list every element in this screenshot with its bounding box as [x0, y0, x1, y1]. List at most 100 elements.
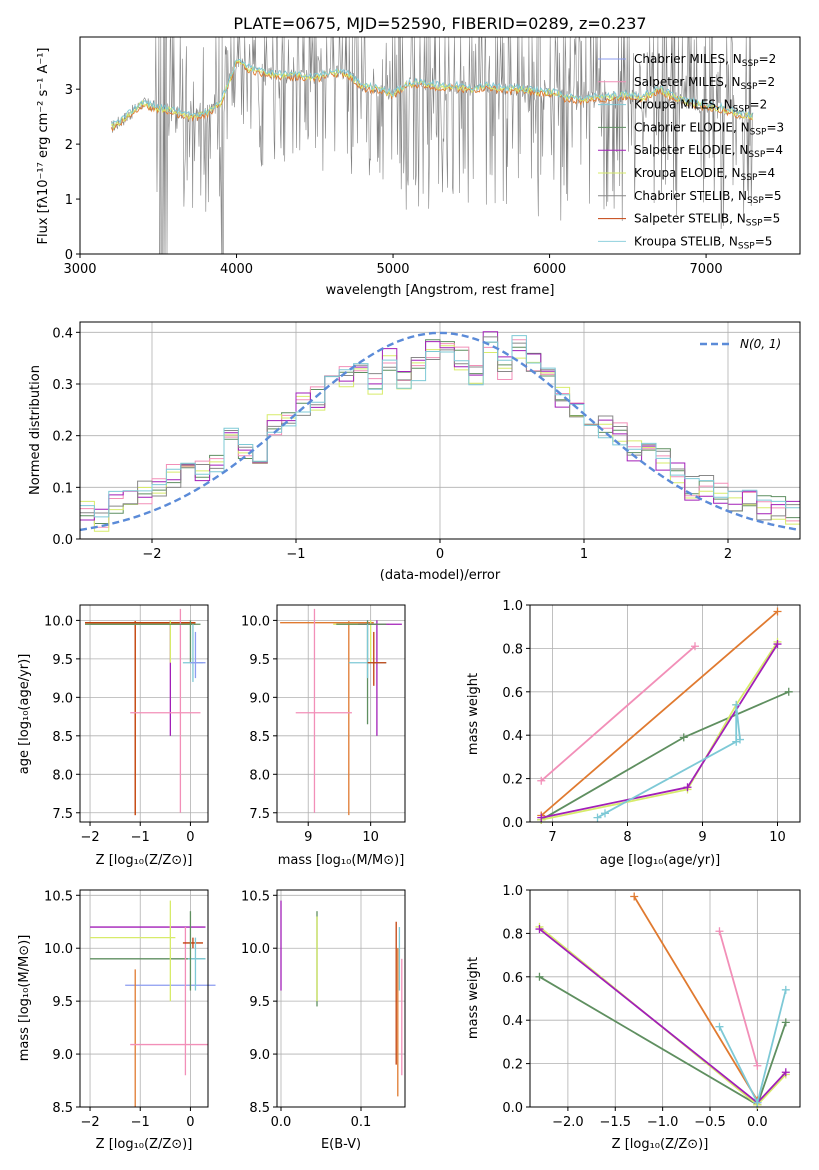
y-tick-label: 0.4: [502, 729, 523, 744]
y-tick-label: 1.0: [502, 884, 523, 899]
weight-line: [718, 930, 759, 1067]
y-tick-label: 0.4: [52, 326, 73, 341]
legend-entry: Chabrier MILES, NSSP=2: [634, 52, 776, 69]
normal-curve: [79, 331, 801, 532]
x-tick-label: −1: [131, 1115, 150, 1130]
x-tick-label: −1: [286, 547, 305, 562]
weight-age-ylabel: mass weight: [466, 673, 481, 755]
y-tick-label: 9.0: [249, 691, 270, 706]
observed-spectrum: [111, 35, 754, 255]
y-tick-label: 0.8: [502, 642, 523, 657]
y-tick-label: 0.3: [52, 378, 73, 393]
weight-age-xlabel: age [log₁₀(age/yr)]: [600, 853, 721, 868]
y-tick-label: 1.0: [502, 599, 523, 614]
y-tick-label: 8.5: [249, 1101, 270, 1116]
data-point: [715, 927, 724, 936]
x-tick-label: −0.5: [694, 1115, 726, 1130]
spectrum-ylabel: Flux [fλ10⁻¹⁷ erg cm⁻² s⁻¹ A⁻¹]: [36, 48, 51, 245]
x-tick-label: 6000: [533, 262, 566, 277]
age-vs-mass-plot: 9 10 7.5 8.0 8.5 9.0 9.5 10.0: [241, 605, 405, 845]
y-tick-label: 0: [65, 248, 73, 263]
mass-z-ylabel: mass [log₁₀(M/M⊙)]: [17, 935, 32, 1062]
y-tick-label: 0.0: [502, 1101, 523, 1116]
y-tick-label: 9.5: [249, 995, 270, 1010]
legend-entry: Chabrier ELODIE, NSSP=3: [634, 120, 784, 137]
data-point: [630, 892, 639, 901]
age-z-frame: [79, 604, 209, 823]
data-point: [715, 1022, 724, 1031]
data-point: [537, 813, 546, 822]
x-tick-label: 7: [548, 830, 556, 845]
x-tick-label: 8: [623, 830, 631, 845]
mass-ebv-frame: [276, 889, 406, 1108]
x-tick-label: 2: [724, 547, 732, 562]
data-point: [736, 735, 744, 744]
y-tick-label: 9.0: [249, 1048, 270, 1063]
mass-z-xlabel: Z [log₁₀(Z/Z⊙)]: [96, 1137, 193, 1152]
y-tick-label: 0.2: [52, 430, 73, 445]
y-tick-label: 0.2: [502, 773, 523, 788]
mass-vs-metallicity-plot: −2 −1 0 8.5 9.0 9.5 10.0 10.5: [44, 889, 216, 1130]
y-tick-label: 3: [65, 83, 73, 98]
x-tick-label: 0.1: [351, 1115, 372, 1130]
legend-entry: N(0, 1): [740, 337, 781, 351]
data-point: [753, 1098, 762, 1107]
x-tick-label: 3000: [63, 262, 96, 277]
legend-entry: Kroupa STELIB, NSSP=5: [634, 234, 772, 251]
y-tick-label: 0.6: [502, 686, 523, 701]
y-tick-label: 0.2: [502, 1058, 523, 1073]
y-tick-label: 0.0: [52, 533, 73, 548]
x-tick-label: 9: [698, 830, 706, 845]
legend-entry: Salpeter MILES, NSSP=2: [634, 75, 775, 92]
y-tick-label: 10.0: [241, 614, 270, 629]
spectrum-frame: [79, 36, 801, 255]
weight-vs-metallicity-plot: −2.0 −1.5 −1.0 −0.5 0.0 0.0 0.2 0.4 0.6 0.8 1.0: [502, 884, 800, 1130]
data-point: [753, 1061, 762, 1070]
y-tick-label: 0.1: [52, 481, 73, 496]
data-point: [773, 640, 782, 649]
weight-z-xlabel: Z [log₁₀(Z/Z⊙)]: [612, 1137, 709, 1152]
data-point: [773, 607, 782, 616]
weight-line: [540, 645, 696, 782]
x-tick-label: 1: [580, 547, 588, 562]
mass-vs-ebv-plot: 0.0 0.1 8.5 9.0 9.5 10.0 10.5: [241, 889, 405, 1130]
legend-entry: Kroupa MILES, NSSP=2: [634, 98, 767, 115]
data-point: [679, 733, 688, 742]
weight-line: [540, 690, 790, 821]
y-tick-label: 8.5: [249, 730, 270, 745]
x-tick-label: −1.0: [647, 1115, 679, 1130]
y-tick-label: 8.5: [52, 1101, 73, 1116]
residual-histogram: [80, 339, 800, 524]
x-tick-label: −1.5: [599, 1115, 631, 1130]
y-tick-label: 0.6: [502, 971, 523, 986]
y-tick-label: 10.0: [44, 614, 73, 629]
weight-z-frame: [529, 889, 801, 1108]
data-point: [784, 687, 793, 696]
y-tick-label: 10.0: [44, 942, 73, 957]
data-point: [691, 642, 699, 651]
x-tick-label: 7000: [690, 262, 723, 277]
x-tick-label: 10: [362, 830, 379, 845]
x-tick-label: 0: [436, 547, 444, 562]
legend-entry: Kroupa ELODIE, NSSP=4: [634, 166, 775, 183]
legend-entry: Chabrier STELIB, NSSP=5: [634, 189, 782, 206]
y-tick-label: 9.5: [52, 653, 73, 668]
mass-ebv-xlabel: E(B-V): [321, 1137, 361, 1152]
x-tick-label: 0.0: [747, 1115, 768, 1130]
y-tick-label: 7.5: [52, 807, 73, 822]
spectrum-title: PLATE=0675, MJD=52590, FIBERID=0289, z=0…: [233, 14, 646, 33]
y-tick-label: 9.0: [52, 1048, 73, 1063]
weight-line: [633, 896, 759, 1101]
y-tick-label: 9.5: [52, 995, 73, 1010]
data-point: [601, 809, 609, 818]
y-tick-label: 2: [65, 138, 73, 153]
x-tick-label: −2: [142, 547, 161, 562]
age-z-ylabel: age [log₁₀(age/yr)]: [17, 654, 32, 775]
residual-xlabel: (data-model)/error: [380, 568, 501, 583]
data-point: [535, 972, 544, 981]
y-tick-label: 8.0: [249, 768, 270, 783]
legend-entry: Salpeter STELIB, NSSP=5: [634, 212, 780, 229]
data-point: [781, 1018, 790, 1027]
weight-line: [541, 643, 779, 819]
